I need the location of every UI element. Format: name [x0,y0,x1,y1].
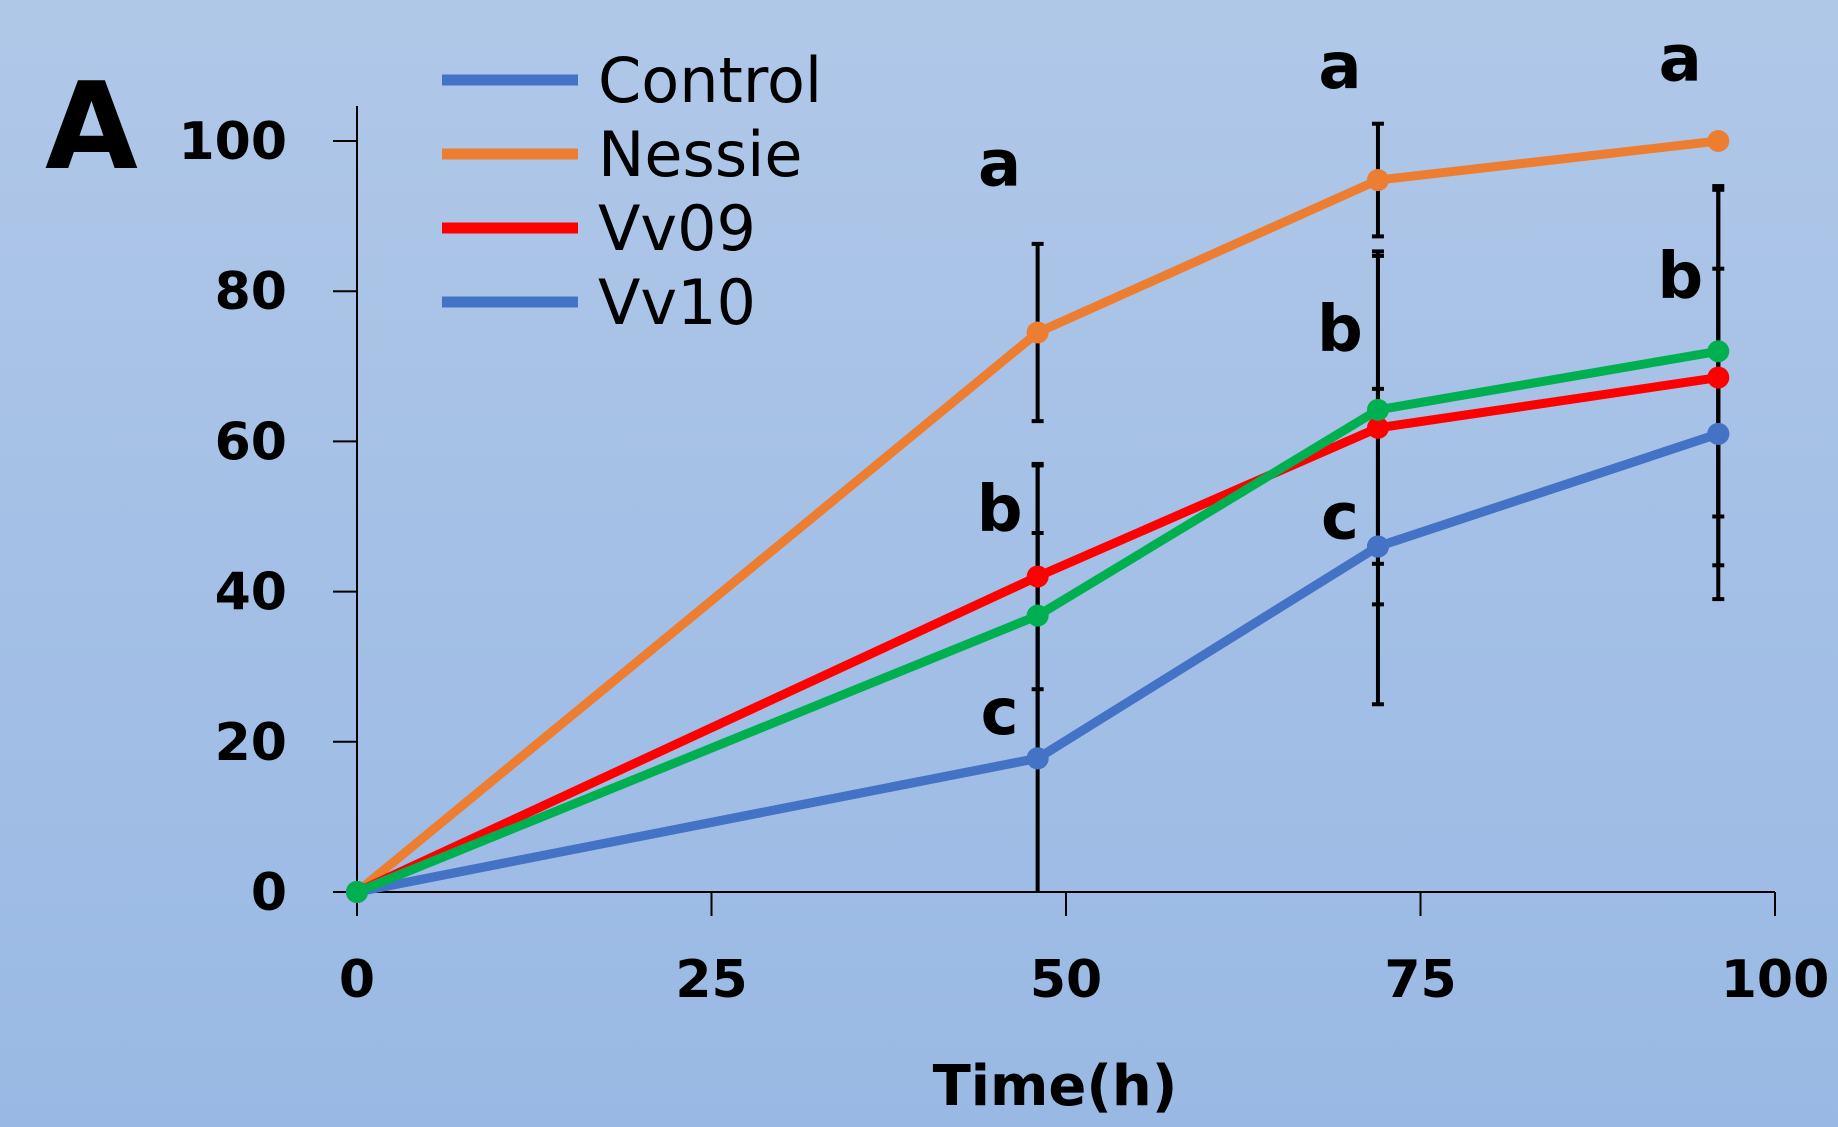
y-tick-label: 60 [215,412,287,472]
data-point-vv09 [1707,366,1730,389]
series-line-vv10 [356,429,1720,897]
data-point-nessie [1366,169,1389,192]
significance-label: a [978,128,1021,202]
x-tick-label: 100 [1721,950,1830,1010]
y-tick-label: 20 [215,713,287,773]
data-point-series-4 [1026,604,1049,627]
y-tick-label: 0 [251,863,287,923]
x-tick-label: 50 [1030,950,1102,1010]
x-tick-label: 25 [675,950,747,1010]
series-line-series-4 [355,346,1720,897]
series-line-nessie [354,136,1719,896]
data-point-vv10 [1026,747,1049,770]
data-point-series-4 [346,881,368,903]
data-point-series-4 [1707,340,1730,363]
y-tick-label: 40 [215,563,287,623]
data-point-nessie [1026,321,1049,344]
significance-label: c [981,676,1019,750]
data-point-vv10 [1366,535,1389,558]
significance-label: b [1657,240,1703,314]
data-point-nessie [1707,130,1730,152]
significance-label: c [1321,481,1359,555]
data-point-vv10 [1707,422,1730,445]
x-tick-label: 75 [1384,950,1456,1010]
x-axis-title: Time(h) [933,1054,1178,1119]
data-point-vv09 [1026,565,1049,588]
data-point-vv09 [1366,416,1389,439]
panel-label: A [45,58,138,197]
y-tick-label: 80 [215,262,287,322]
legend-label-nessie: Nessie [598,118,803,191]
legend-label-control: Control [598,44,822,117]
plot-area: 0 25 50 75 100 0 20 40 60 80 100 a b c a b c a b [178,22,1829,1010]
legend-label-vv10: Vv10 [598,266,756,339]
x-tick-label: 0 [339,950,375,1010]
significance-label: a [1659,22,1702,96]
y-tick-label: 100 [178,112,287,172]
series-line-vv09 [355,373,1719,897]
legend-label-vv09: Vv09 [598,192,756,265]
significance-label: b [977,473,1023,547]
data-point-series-4 [1366,398,1389,421]
significance-label: b [1317,293,1363,367]
significance-label: a [1318,30,1361,104]
